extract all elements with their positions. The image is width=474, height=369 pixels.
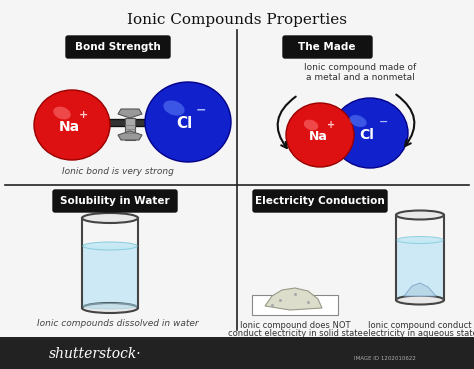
Text: Cl: Cl <box>176 117 192 131</box>
FancyBboxPatch shape <box>283 36 372 58</box>
Text: −: − <box>379 117 389 127</box>
Text: Ionic compound conduct: Ionic compound conduct <box>368 321 472 330</box>
FancyBboxPatch shape <box>66 36 170 58</box>
Polygon shape <box>252 295 338 315</box>
Ellipse shape <box>349 115 367 127</box>
Text: The Made: The Made <box>298 42 356 52</box>
Polygon shape <box>118 131 142 140</box>
Polygon shape <box>265 288 322 310</box>
Ellipse shape <box>82 213 138 223</box>
Ellipse shape <box>397 237 443 244</box>
Text: −: − <box>196 103 206 117</box>
Text: Ionic bond is very strong: Ionic bond is very strong <box>62 168 174 176</box>
Text: Ionic compound made of: Ionic compound made of <box>304 62 416 72</box>
Text: conduct electricity in solid state: conduct electricity in solid state <box>228 328 363 338</box>
Ellipse shape <box>83 242 137 250</box>
Ellipse shape <box>332 98 408 168</box>
Text: Na: Na <box>58 120 80 134</box>
Text: Ionic compounds dissolved in water: Ionic compounds dissolved in water <box>37 318 199 328</box>
Text: Cl: Cl <box>360 128 374 142</box>
Polygon shape <box>118 109 142 118</box>
Text: Ionic Compounds Properties: Ionic Compounds Properties <box>127 13 347 27</box>
Ellipse shape <box>164 100 184 115</box>
FancyBboxPatch shape <box>253 190 387 212</box>
Ellipse shape <box>304 120 318 130</box>
FancyBboxPatch shape <box>53 190 177 212</box>
Ellipse shape <box>53 107 71 120</box>
Polygon shape <box>404 283 436 296</box>
Text: electricity in aqueous state: electricity in aqueous state <box>363 328 474 338</box>
Bar <box>125 118 135 140</box>
Bar <box>397 240 443 300</box>
Text: +: + <box>79 110 89 120</box>
Text: shutterstock·: shutterstock· <box>49 347 141 361</box>
Ellipse shape <box>396 210 444 220</box>
Ellipse shape <box>82 303 138 313</box>
Ellipse shape <box>396 296 444 304</box>
Ellipse shape <box>145 82 231 162</box>
Text: Bond Strength: Bond Strength <box>75 42 161 52</box>
Text: IMAGE ID 1202010622: IMAGE ID 1202010622 <box>354 356 416 362</box>
Text: Na: Na <box>309 131 328 144</box>
Ellipse shape <box>83 303 137 309</box>
Bar <box>83 246 137 308</box>
Ellipse shape <box>286 103 354 167</box>
Bar <box>0 337 474 369</box>
Text: Electricity Conduction: Electricity Conduction <box>255 196 385 206</box>
Ellipse shape <box>34 90 110 160</box>
Text: a metal and a nonmetal: a metal and a nonmetal <box>306 72 414 82</box>
Text: +: + <box>327 120 335 130</box>
Text: Ionic compound does NOT: Ionic compound does NOT <box>240 321 350 330</box>
Text: Solubility in Water: Solubility in Water <box>60 196 170 206</box>
